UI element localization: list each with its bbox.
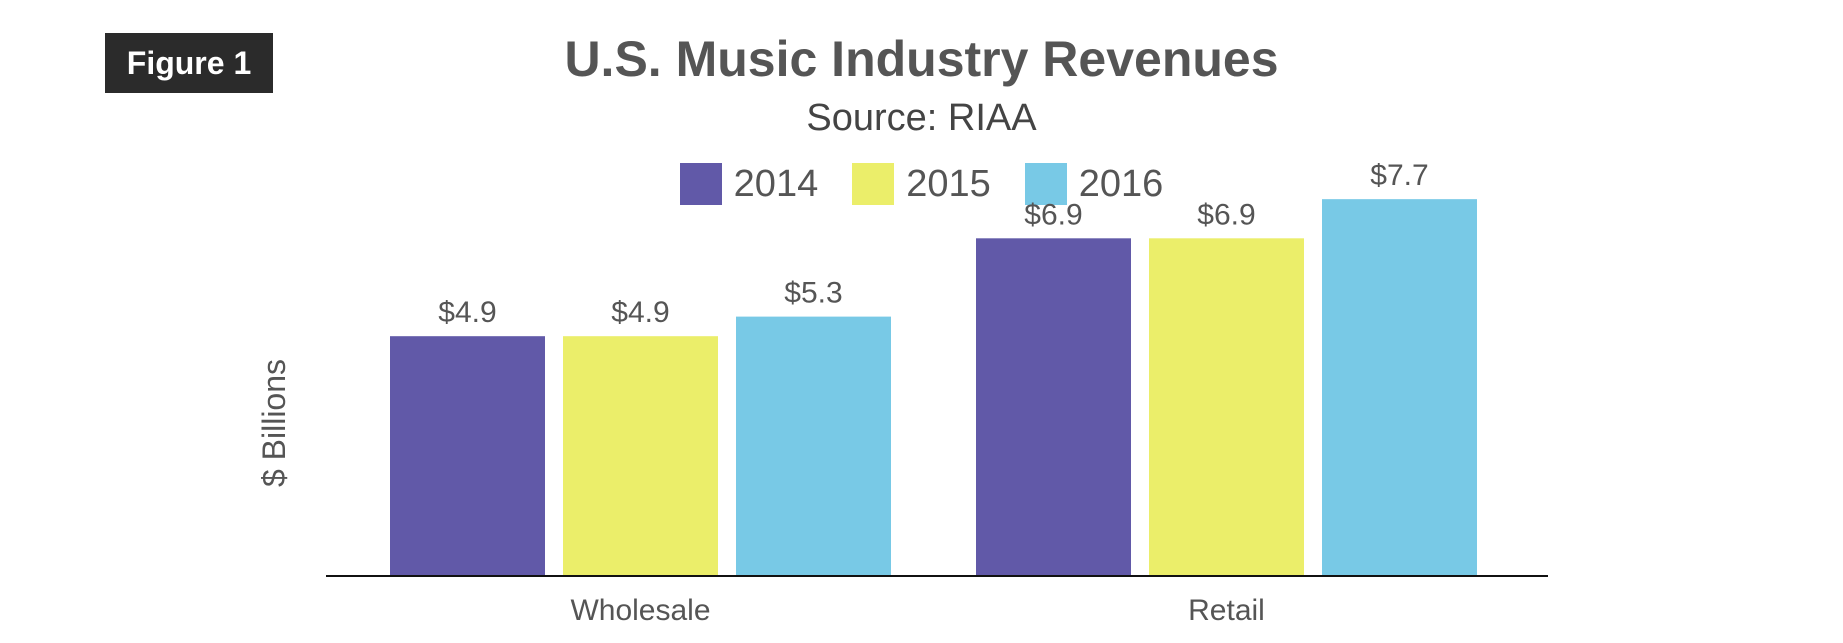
legend-swatch-2016 [1024,163,1067,205]
legend-label-2014: 2014 [733,162,819,205]
bar-value-label-wholesale-2016: $5.3 [784,277,842,310]
legend-label-2016: 2016 [1078,162,1164,205]
category-label-retail: Retail [1188,594,1265,627]
bar-value-label-retail-2015: $6.9 [1197,198,1255,231]
y-axis-title: $ Billions [256,359,292,487]
legend-item-2016: 2016 [1024,162,1164,206]
bar-value-label-wholesale-2014: $4.9 [438,296,496,329]
figure-badge-label: Figure 1 [126,44,252,81]
bar-value-label-retail-2016: $7.7 [1370,159,1428,192]
bar-wholesale-2015 [563,336,718,576]
legend-item-2014: 2014 [679,162,819,206]
bar-wholesale-2014 [390,336,545,576]
legend-swatch-2015 [852,163,895,205]
bar-retail-2015 [1149,238,1304,576]
chart-title: U.S. Music Industry Revenues [564,31,1279,87]
bar-retail-2016 [1322,199,1477,576]
figure-badge: Figure 1 [105,33,273,93]
bar-retail-2014 [976,238,1131,576]
legend-swatch-2014 [679,163,722,205]
bar-value-label-wholesale-2015: $4.9 [611,296,669,329]
chart-subtitle: Source: RIAA [806,97,1037,139]
legend-item-2015: 2015 [852,163,991,206]
bar-wholesale-2016 [736,316,891,576]
bar-value-label-retail-2014: $6.9 [1024,198,1082,231]
legend-label-2015: 2015 [906,162,991,205]
chart-legend: 2014 2015 2016 [0,162,1843,206]
category-label-wholesale: Wholesale [570,594,710,627]
